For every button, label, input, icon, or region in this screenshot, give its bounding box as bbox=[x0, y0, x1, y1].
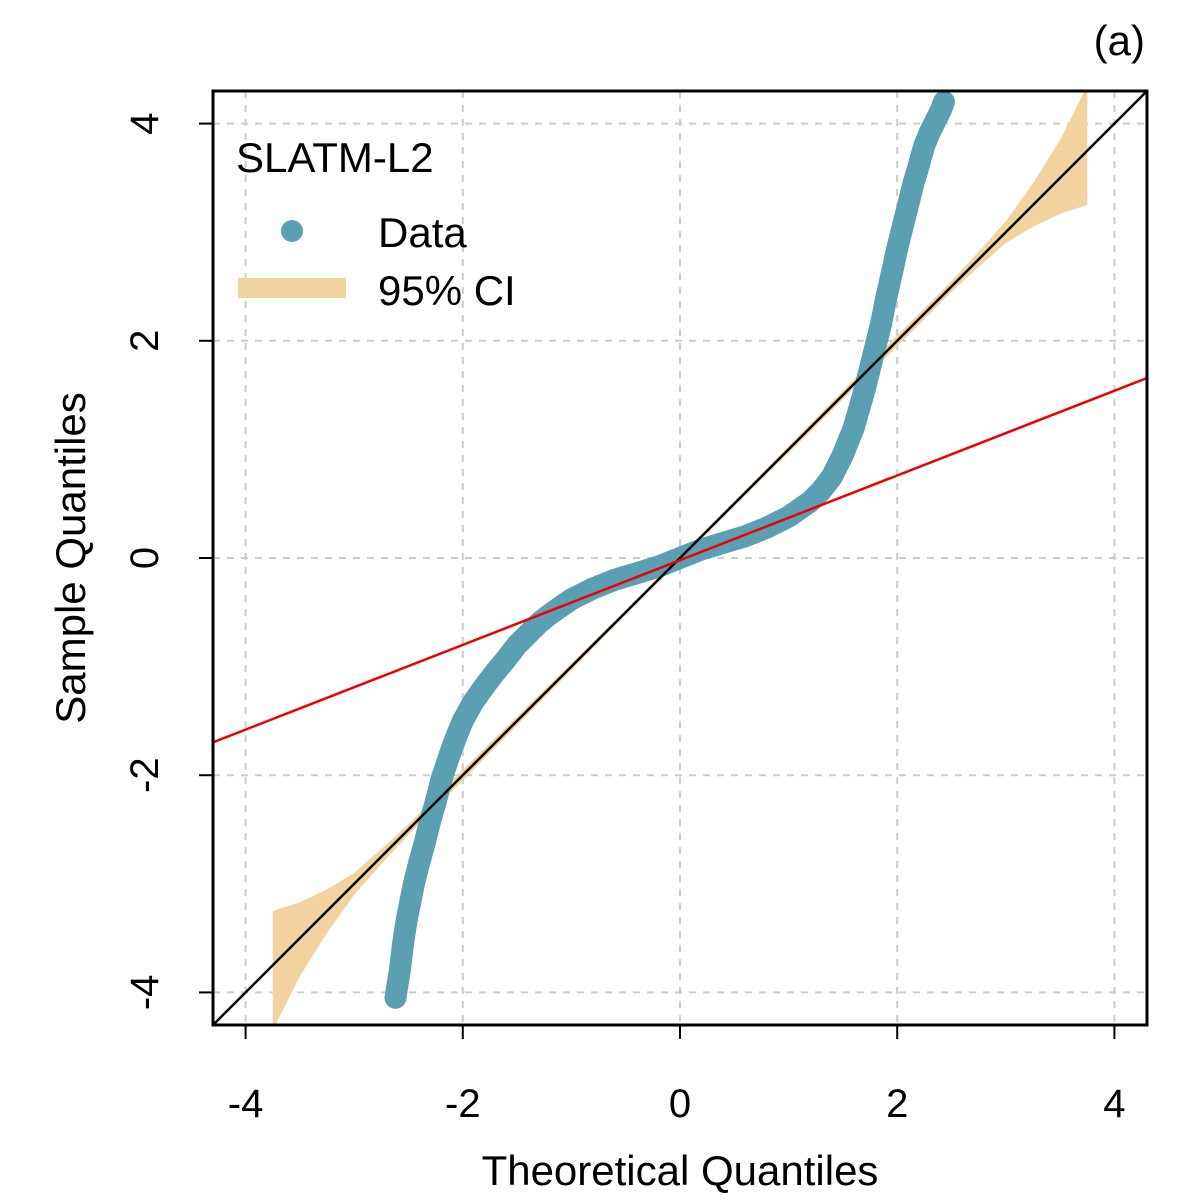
legend-data-label: Data bbox=[378, 209, 467, 256]
legend: SLATM-L2 Data 95% CI bbox=[236, 134, 516, 314]
data-points-layer bbox=[384, 91, 955, 1009]
reference-lines-layer bbox=[213, 91, 1147, 1025]
x-tick-label-3: 2 bbox=[886, 1082, 908, 1126]
legend-data-marker bbox=[281, 220, 303, 242]
y-tick-label-0: -4 bbox=[123, 975, 167, 1011]
x-axis-title: Theoretical Quantiles bbox=[482, 1147, 879, 1194]
x-tick-label-1: -2 bbox=[445, 1082, 481, 1126]
x-tick-label-0: -4 bbox=[228, 1082, 264, 1126]
fit-line bbox=[213, 376, 1147, 744]
legend-ci-swatch bbox=[238, 278, 346, 298]
y-axis-ticks: -4 -2 0 2 4 bbox=[123, 112, 213, 1010]
x-tick-label-4: 4 bbox=[1103, 1082, 1125, 1126]
y-axis-title: Sample Quantiles bbox=[47, 392, 94, 724]
y-tick-label-4: 4 bbox=[123, 112, 167, 134]
panel-label: (a) bbox=[1094, 17, 1145, 64]
x-tick-label-2: 0 bbox=[669, 1082, 691, 1126]
y-tick-label-3: 2 bbox=[123, 330, 167, 352]
legend-ci-label: 95% CI bbox=[378, 267, 516, 314]
legend-title: SLATM-L2 bbox=[236, 134, 434, 181]
data-point-479 bbox=[932, 91, 955, 113]
identity-line bbox=[213, 91, 1147, 1025]
y-tick-label-2: 0 bbox=[123, 547, 167, 569]
x-axis-ticks: -4 -2 0 2 4 bbox=[228, 1025, 1126, 1126]
y-tick-label-1: -2 bbox=[123, 757, 167, 793]
